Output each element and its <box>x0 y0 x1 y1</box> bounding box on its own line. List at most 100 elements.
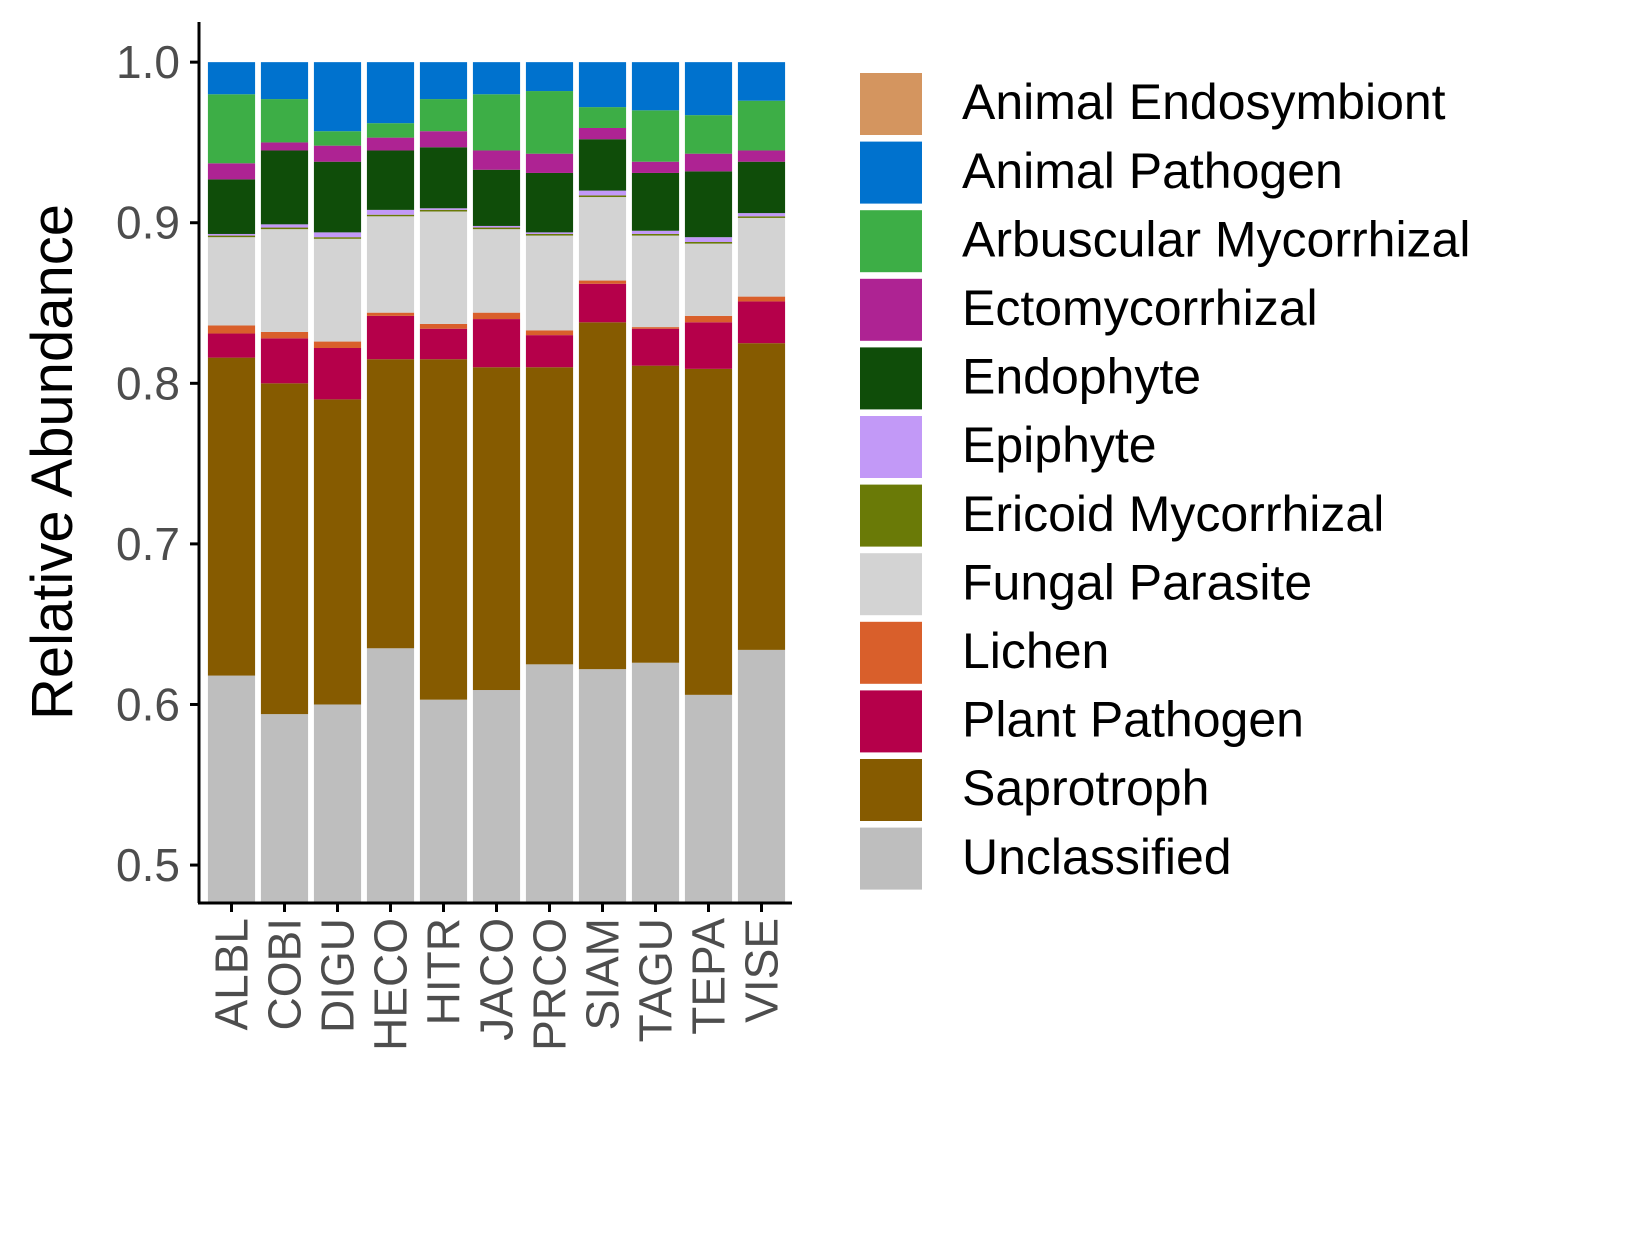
y-tick-label: 0.7 <box>116 518 180 570</box>
bar-segment <box>207 179 256 234</box>
legend-label: Epiphyte <box>962 417 1157 473</box>
bar-segment <box>737 217 786 297</box>
bar-segment <box>419 323 468 329</box>
legend-label: Plant Pathogen <box>962 692 1304 748</box>
bar-segment <box>207 94 256 164</box>
legend-label: Ectomycorrhizal <box>962 280 1318 336</box>
legend-key <box>860 553 922 616</box>
bar-segment <box>260 99 309 143</box>
bar-segment <box>207 237 256 326</box>
bar-segment <box>207 333 256 358</box>
x-tick-label: HITR <box>418 918 470 1025</box>
bar-segment <box>260 383 309 715</box>
bar-segment <box>684 115 733 154</box>
bar-segment <box>631 662 680 902</box>
bar-segment <box>260 142 309 151</box>
bar-segment <box>684 153 733 172</box>
bar-segment <box>578 107 627 128</box>
bar-segment <box>578 283 627 323</box>
legend-label: Animal Endosymbiont <box>962 74 1446 130</box>
bar-segment <box>313 347 362 400</box>
legend-label: Endophyte <box>962 349 1201 405</box>
bar-segment <box>419 62 468 100</box>
y-tick-label: 0.5 <box>116 839 180 891</box>
bar-segment <box>419 211 468 324</box>
bar-segment <box>472 169 521 226</box>
bar-segment <box>631 235 680 328</box>
bar-segment <box>631 365 680 663</box>
bar-segment <box>578 197 627 281</box>
x-tick-label: JACO <box>471 918 523 1041</box>
y-tick-label: 0.8 <box>116 357 180 409</box>
bar-segment <box>472 94 521 151</box>
bar-segment <box>525 172 574 233</box>
legend-key <box>860 73 922 135</box>
legend-key <box>860 141 922 204</box>
bar-segment <box>684 171 733 238</box>
bar-segment <box>472 225 521 228</box>
legend-label: Lichen <box>962 623 1109 679</box>
bar-segment <box>737 216 786 218</box>
bar-segment <box>260 331 309 339</box>
bar-segment <box>684 243 733 316</box>
bar-segment <box>207 62 256 95</box>
legend-key <box>860 210 922 273</box>
legend-key <box>860 278 922 341</box>
bar-segment <box>737 213 786 217</box>
bar-segment <box>313 145 362 162</box>
bar-segment <box>525 664 574 902</box>
bar-segment <box>472 367 521 691</box>
bar-segment <box>631 327 680 329</box>
x-tick-label: DIGU <box>312 918 364 1033</box>
bar-segment <box>260 714 309 902</box>
legend-key <box>860 759 922 821</box>
bar-segment <box>207 325 256 334</box>
bar-segment <box>366 648 415 902</box>
legend-key <box>860 484 922 547</box>
bar-segment <box>578 127 627 140</box>
x-tick-label: VISE <box>736 918 788 1023</box>
bar-segment <box>366 209 415 215</box>
legend-key <box>860 621 922 684</box>
bar-segment <box>737 296 786 302</box>
bar-segment <box>260 227 309 230</box>
bar-segment <box>525 62 574 92</box>
x-tick-label: TAGU <box>630 918 682 1042</box>
bar-segment <box>207 163 256 180</box>
bar-segment <box>419 699 468 902</box>
bar-segment <box>737 649 786 902</box>
x-tick-label: HECO <box>365 918 417 1051</box>
bar-segment <box>313 704 362 902</box>
legend-label: Ericoid Mycorrhizal <box>962 486 1384 542</box>
bar-segment <box>578 322 627 670</box>
bar-segment <box>207 233 256 236</box>
x-tick-label: SIAM <box>577 918 629 1030</box>
bar-segment <box>313 161 362 233</box>
bar-segment <box>472 62 521 95</box>
bar-segment <box>313 131 362 146</box>
bar-segment <box>472 319 521 368</box>
bar-segment <box>366 312 415 316</box>
bar-segment <box>419 147 468 209</box>
bar-segment <box>578 669 627 902</box>
bar-segment <box>525 367 574 665</box>
bar-segment <box>366 216 415 313</box>
legend-key <box>860 347 922 410</box>
legend-label: Saprotroph <box>962 760 1209 816</box>
bar-segment <box>737 150 786 162</box>
bar-segment <box>472 227 521 230</box>
bar-segment <box>684 242 733 244</box>
bar-segment <box>737 343 786 650</box>
bar-segment <box>419 131 468 148</box>
bar-segment <box>313 232 362 238</box>
bar-segment <box>366 315 415 360</box>
y-tick-label: 0.9 <box>116 197 180 249</box>
y-tick-label: 0.6 <box>116 678 180 730</box>
bar-segment <box>313 62 362 132</box>
bar-segment <box>578 190 627 196</box>
x-tick-label: PRCO <box>524 918 576 1051</box>
bar-segment <box>525 335 574 368</box>
bar-segment <box>631 328 680 366</box>
bar-segment <box>472 150 521 170</box>
bar-segment <box>472 312 521 320</box>
